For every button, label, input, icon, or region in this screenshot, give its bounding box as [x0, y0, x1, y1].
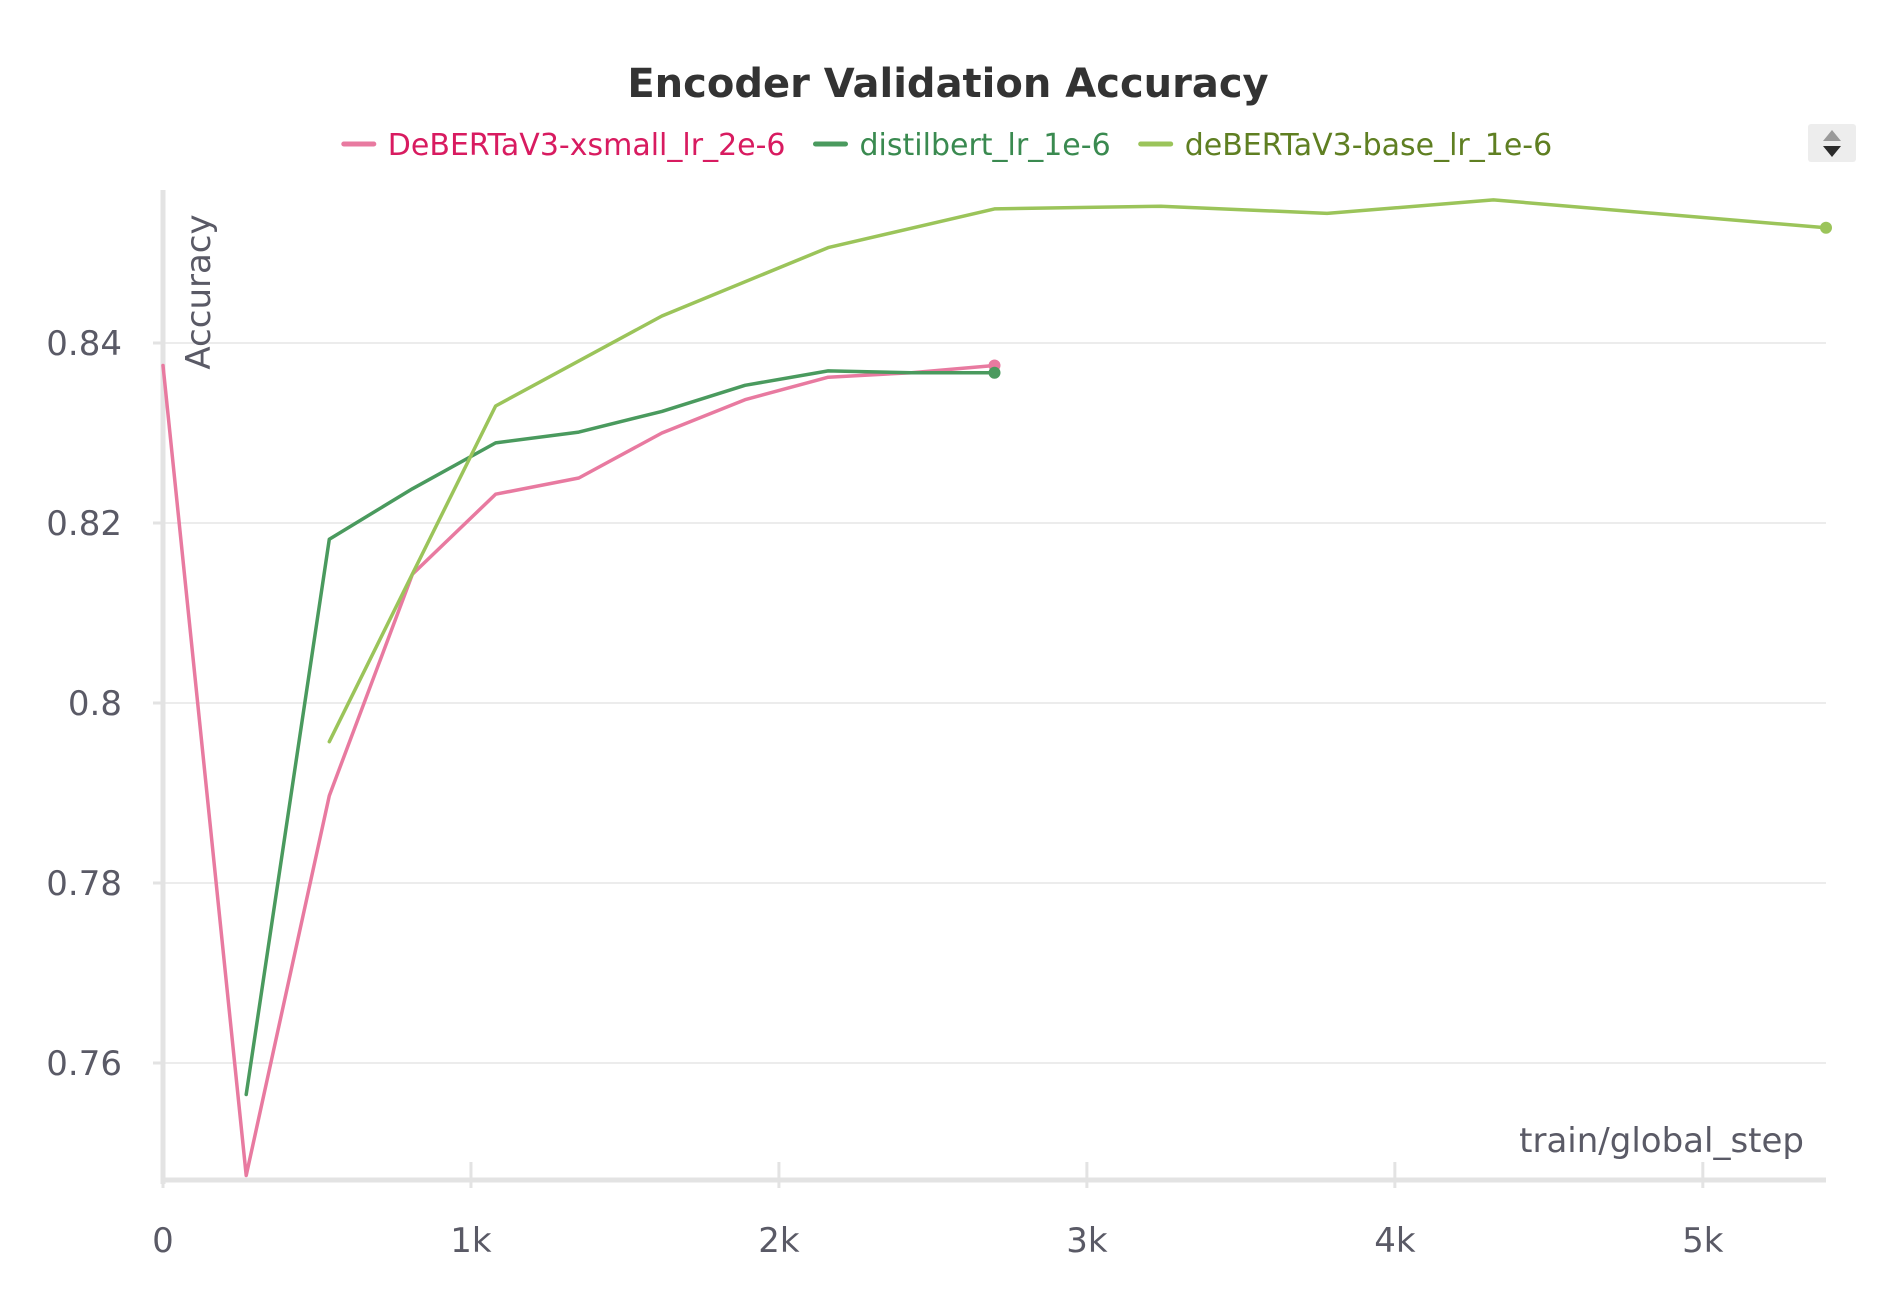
- x-tick-label: 3k: [1066, 1221, 1108, 1261]
- axes: [160, 190, 1826, 1184]
- x-tick-label: 2k: [758, 1221, 800, 1261]
- chevron-down-icon[interactable]: [1823, 146, 1841, 157]
- legend-label: deBERTaV3-base_lr_1e-6: [1185, 128, 1553, 163]
- x-axis-label: train/global_step: [1519, 1121, 1804, 1161]
- y-tick-label: 0.78: [46, 864, 122, 904]
- x-tick-label: 5k: [1682, 1221, 1724, 1261]
- legend-label: DeBERTaV3-xsmall_lr_2e-6: [388, 128, 786, 163]
- x-tick-label: 1k: [450, 1221, 492, 1261]
- y-tick-label: 0.82: [46, 504, 122, 544]
- legend-item-0[interactable]: DeBERTaV3-xsmall_lr_2e-6: [341, 128, 786, 163]
- series-line-2: [327, 198, 1828, 744]
- grid-lines: [163, 342, 1826, 1064]
- legend-scroll-control[interactable]: [1808, 124, 1856, 162]
- chart-title: Encoder Validation Accuracy: [627, 61, 1268, 107]
- y-tick-label: 0.76: [46, 1044, 122, 1084]
- legend-item-2[interactable]: deBERTaV3-base_lr_1e-6: [1138, 128, 1553, 163]
- y-axis-label: Accuracy: [179, 214, 219, 369]
- x-tick-label: 0: [152, 1221, 174, 1261]
- series-line-0: [161, 363, 997, 1178]
- series-end-point-1: [988, 366, 1001, 379]
- legend-item-1[interactable]: distilbert_lr_1e-6: [813, 128, 1111, 163]
- series-lines: [161, 198, 1832, 1178]
- legend: DeBERTaV3-xsmall_lr_2e-6 distilbert_lr_1e…: [341, 128, 1553, 163]
- series-end-point-2: [1820, 221, 1832, 234]
- y-axis-ticks: 0.76 0.78 0.8 0.82 0.84: [46, 324, 163, 1084]
- chevron-up-icon[interactable]: [1823, 130, 1841, 141]
- x-axis-ticks: 0 1k 2k 3k 4k 5k: [152, 1162, 1724, 1261]
- y-tick-label: 0.8: [68, 684, 122, 724]
- x-tick-label: 4k: [1374, 1221, 1416, 1261]
- legend-label: distilbert_lr_1e-6: [860, 128, 1111, 163]
- series-line-1: [244, 369, 997, 1097]
- y-tick-label: 0.84: [46, 324, 122, 364]
